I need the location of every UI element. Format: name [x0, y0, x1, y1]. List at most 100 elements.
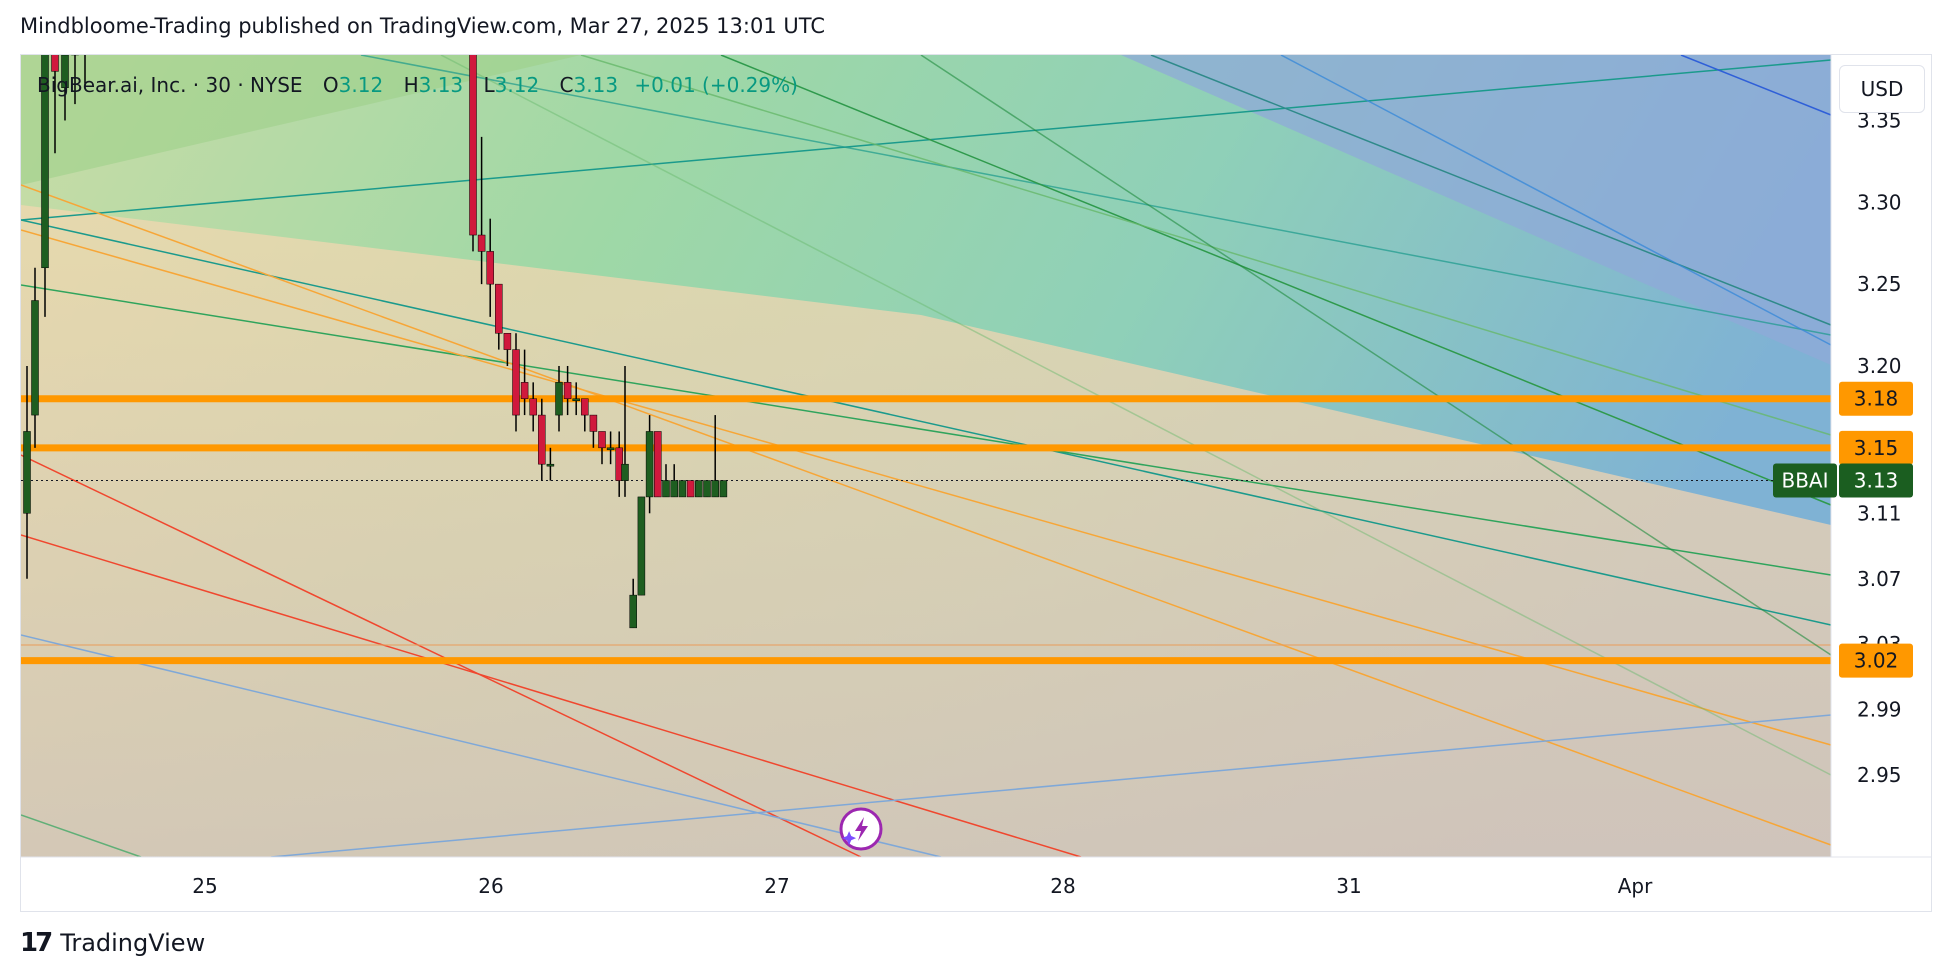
candle[interactable]: [469, 55, 477, 252]
candle-body: [719, 480, 728, 498]
candle[interactable]: [686, 480, 695, 498]
candle-body: [654, 431, 662, 498]
candle[interactable]: [711, 415, 719, 498]
x-tick-label: 26: [478, 874, 503, 898]
candle[interactable]: [512, 333, 520, 432]
y-tick-label: 3.11: [1857, 501, 1902, 525]
candle[interactable]: [495, 283, 503, 350]
price-axis[interactable]: 3.353.303.253.203.113.073.032.992.95 3.1…: [1773, 55, 1932, 912]
candle[interactable]: [621, 365, 629, 497]
candle[interactable]: [629, 578, 637, 629]
candle[interactable]: [637, 496, 646, 596]
candle-body: [589, 414, 598, 432]
candle-body: [629, 594, 637, 629]
candle[interactable]: [503, 332, 512, 366]
x-tick-label: 25: [192, 874, 217, 898]
legend-high-label: H: [403, 73, 419, 97]
candle[interactable]: [695, 480, 703, 498]
legend-open: 3.12: [338, 73, 384, 97]
lightning-icon[interactable]: [839, 807, 883, 851]
candle-body: [41, 55, 49, 269]
candle-body: [703, 480, 711, 498]
x-tick-label: Apr: [1618, 874, 1653, 898]
tradingview-mark-icon: 17: [20, 928, 53, 958]
candle[interactable]: [477, 136, 486, 285]
candle[interactable]: [606, 431, 615, 465]
chart-canvas[interactable]: 3.353.303.253.203.113.073.032.992.95 3.1…: [21, 55, 1932, 912]
last-price-symbol: BBAI: [1781, 469, 1828, 493]
chart-frame[interactable]: 3.353.303.253.203.113.073.032.992.95 3.1…: [20, 54, 1932, 912]
candle-body: [520, 382, 529, 399]
candlestick-series[interactable]: [23, 55, 728, 629]
candle[interactable]: [645, 415, 654, 514]
candle[interactable]: [678, 480, 687, 498]
legend-open-label: O: [322, 73, 339, 97]
y-tick-label: 2.95: [1857, 763, 1902, 787]
x-tick-label: 31: [1336, 874, 1361, 898]
candle-body: [546, 463, 555, 467]
legend-close: 3.13: [573, 73, 619, 97]
candle[interactable]: [51, 55, 59, 154]
legend-low: 3.12: [494, 73, 540, 97]
tradingview-logo[interactable]: 17 TradingView: [20, 928, 205, 958]
candle-body: [678, 480, 687, 498]
x-tick-label: 27: [764, 874, 789, 898]
candle[interactable]: [486, 218, 494, 317]
candle-body: [495, 283, 503, 334]
candle[interactable]: [82, 55, 89, 88]
candle[interactable]: [581, 398, 589, 432]
candle-body: [486, 251, 494, 285]
y-tick-label: 3.25: [1857, 272, 1902, 296]
candle-body: [512, 349, 520, 416]
level-badge: [1839, 643, 1913, 678]
candle[interactable]: [670, 464, 678, 498]
candle[interactable]: [71, 55, 79, 105]
candle[interactable]: [520, 349, 529, 416]
candle[interactable]: [546, 447, 555, 481]
legend-high: 3.13: [418, 73, 464, 97]
candle-body: [555, 382, 563, 416]
candle[interactable]: [589, 414, 598, 448]
legend-symbol: BigBear.ai, Inc. · 30 · NYSE: [37, 73, 303, 97]
x-tick-label: 28: [1050, 874, 1075, 898]
symbol-legend[interactable]: BigBear.ai, Inc. · 30 · NYSE O3.12 H3.13…: [37, 73, 798, 97]
legend-low-label: L: [483, 73, 495, 97]
y-tick-label: 3.30: [1857, 190, 1902, 214]
level-badge-label: 3.02: [1854, 649, 1899, 673]
candle-body: [51, 55, 59, 72]
candle-body: [621, 463, 629, 481]
candle[interactable]: [555, 365, 563, 432]
time-axis[interactable]: 25 26 27 28 31 Apr: [21, 856, 1932, 912]
candle-body: [529, 398, 537, 416]
last-price-badge: [1839, 463, 1913, 498]
candle-body: [695, 480, 703, 498]
y-tick-label: 2.99: [1857, 698, 1902, 722]
candle[interactable]: [654, 431, 662, 498]
level-badge-label: 3.18: [1854, 387, 1899, 411]
candle[interactable]: [719, 480, 728, 498]
candle[interactable]: [23, 365, 31, 579]
currency-button[interactable]: USD: [1839, 65, 1925, 113]
candle[interactable]: [538, 398, 546, 481]
candle-body: [477, 234, 486, 252]
candle-body: [469, 55, 477, 236]
candle-body: [563, 382, 572, 399]
candle[interactable]: [662, 464, 670, 498]
candle[interactable]: [598, 431, 606, 465]
candle[interactable]: [572, 382, 580, 416]
candle-body: [645, 431, 654, 498]
candle-body: [662, 480, 670, 498]
legend-close-label: C: [559, 73, 574, 97]
candle[interactable]: [703, 480, 711, 498]
candle-body: [637, 496, 646, 596]
horizontal-levels[interactable]: [21, 395, 1831, 665]
legend-change: +0.01 (+0.29%): [634, 73, 798, 97]
candle[interactable]: [61, 55, 69, 121]
candle[interactable]: [31, 267, 39, 448]
candle-body: [572, 398, 580, 401]
candle[interactable]: [41, 55, 49, 317]
candle[interactable]: [529, 382, 537, 432]
last-price-symbol-badge: [1773, 463, 1837, 498]
candle[interactable]: [563, 365, 572, 416]
candle-body: [581, 398, 589, 416]
